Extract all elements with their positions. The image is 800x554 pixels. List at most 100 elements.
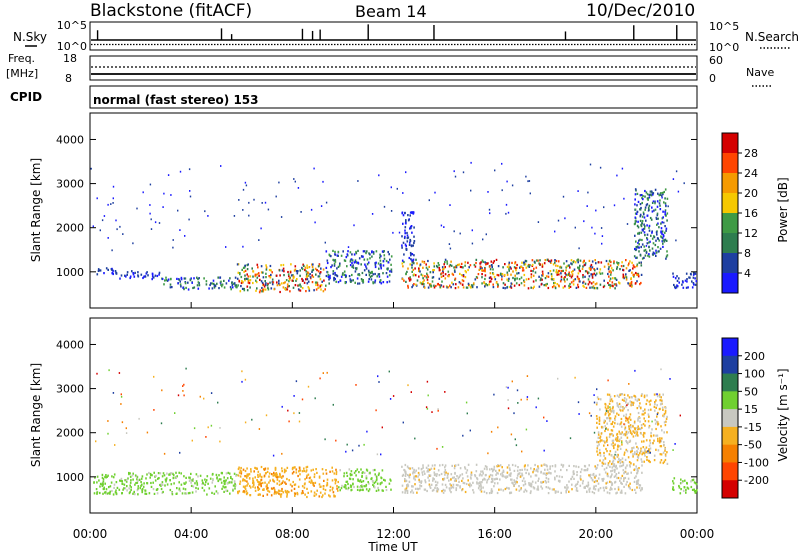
echo-point xyxy=(373,485,375,488)
echo-point xyxy=(532,270,534,273)
echo-point xyxy=(104,475,106,478)
echo-point xyxy=(148,492,151,495)
echo-point xyxy=(187,281,189,284)
echo-point xyxy=(574,376,576,379)
echo-point xyxy=(319,278,322,281)
echo-point xyxy=(309,273,311,276)
echo-point xyxy=(339,469,341,472)
echo-point xyxy=(259,483,261,486)
echo-point xyxy=(603,454,605,457)
station-title: Blackstone (fitACF) xyxy=(90,1,252,21)
echo-point xyxy=(614,415,617,418)
echo-point xyxy=(619,462,622,465)
echo-point xyxy=(596,267,599,270)
echo-point xyxy=(271,487,274,490)
echo-point xyxy=(362,488,364,492)
echo-point xyxy=(99,482,102,485)
echo-point xyxy=(227,471,230,474)
echo-point xyxy=(107,268,109,271)
echo-point xyxy=(444,277,447,280)
echo-point xyxy=(495,477,498,480)
echo-point xyxy=(592,473,594,476)
echo-point xyxy=(654,422,657,425)
colorbar-tick-label: -200 xyxy=(744,474,769,487)
echo-point xyxy=(363,258,366,261)
echo-point xyxy=(256,263,259,266)
echo-point xyxy=(694,277,696,280)
echo-point xyxy=(578,413,580,415)
echo-point xyxy=(137,485,140,488)
echo-point xyxy=(300,492,303,495)
echo-point xyxy=(643,394,646,397)
echo-point xyxy=(206,493,208,496)
echo-point xyxy=(444,261,446,264)
echo-point xyxy=(226,489,229,492)
echo-point xyxy=(639,213,642,216)
echo-point xyxy=(287,270,289,274)
echo-point xyxy=(252,481,255,484)
echo-point xyxy=(293,395,295,397)
echo-point xyxy=(614,453,616,456)
echo-point xyxy=(603,419,606,422)
echo-point xyxy=(413,235,415,238)
echo-point xyxy=(507,407,510,410)
echo-point xyxy=(579,280,581,283)
echo-point xyxy=(461,283,464,286)
echo-point xyxy=(145,272,148,275)
echo-point xyxy=(237,490,239,493)
echo-point xyxy=(252,479,254,482)
echo-point xyxy=(264,288,267,291)
echo-point xyxy=(613,262,615,265)
echo-point xyxy=(648,229,651,232)
echo-point xyxy=(645,251,648,254)
echo-point xyxy=(693,490,696,493)
echo-point xyxy=(304,482,306,485)
echo-point xyxy=(549,260,551,263)
echo-point xyxy=(636,451,639,454)
echo-point xyxy=(655,249,657,252)
echo-point xyxy=(458,480,460,483)
echo-point xyxy=(449,489,451,492)
echo-point xyxy=(106,492,109,495)
echo-point xyxy=(444,266,446,269)
echo-point xyxy=(172,246,174,249)
echo-point xyxy=(661,437,663,440)
echo-point xyxy=(405,220,407,223)
echo-point xyxy=(666,431,668,434)
echo-point xyxy=(639,283,641,286)
echo-point xyxy=(612,425,615,428)
echo-point xyxy=(278,475,280,478)
echo-point xyxy=(409,263,411,266)
echo-point xyxy=(435,474,438,477)
echo-point xyxy=(649,460,651,464)
echo-point xyxy=(247,279,250,282)
echo-point xyxy=(293,412,295,415)
echo-point xyxy=(528,482,530,485)
echo-point xyxy=(107,420,109,422)
echo-point xyxy=(149,212,151,215)
echo-point xyxy=(406,489,409,493)
echo-point xyxy=(386,275,389,278)
echo-point xyxy=(160,483,162,486)
echo-point xyxy=(406,484,408,487)
echo-point xyxy=(429,486,432,489)
echo-point xyxy=(349,278,352,281)
echo-point xyxy=(362,255,364,258)
echo-point xyxy=(631,447,633,450)
echo-point xyxy=(217,479,219,482)
echo-point xyxy=(112,185,115,188)
echo-point xyxy=(114,491,117,494)
echo-point xyxy=(581,267,584,270)
echo-point xyxy=(233,472,236,475)
echo-point xyxy=(333,472,336,475)
echo-point xyxy=(627,282,629,285)
echo-point xyxy=(467,261,469,264)
echo-point xyxy=(641,426,643,429)
echo-point xyxy=(293,487,296,490)
echo-point xyxy=(427,470,430,473)
echo-point xyxy=(654,243,657,247)
echo-point xyxy=(120,403,122,405)
echo-point xyxy=(441,446,444,448)
echo-point xyxy=(449,284,451,287)
echo-point xyxy=(372,282,375,285)
